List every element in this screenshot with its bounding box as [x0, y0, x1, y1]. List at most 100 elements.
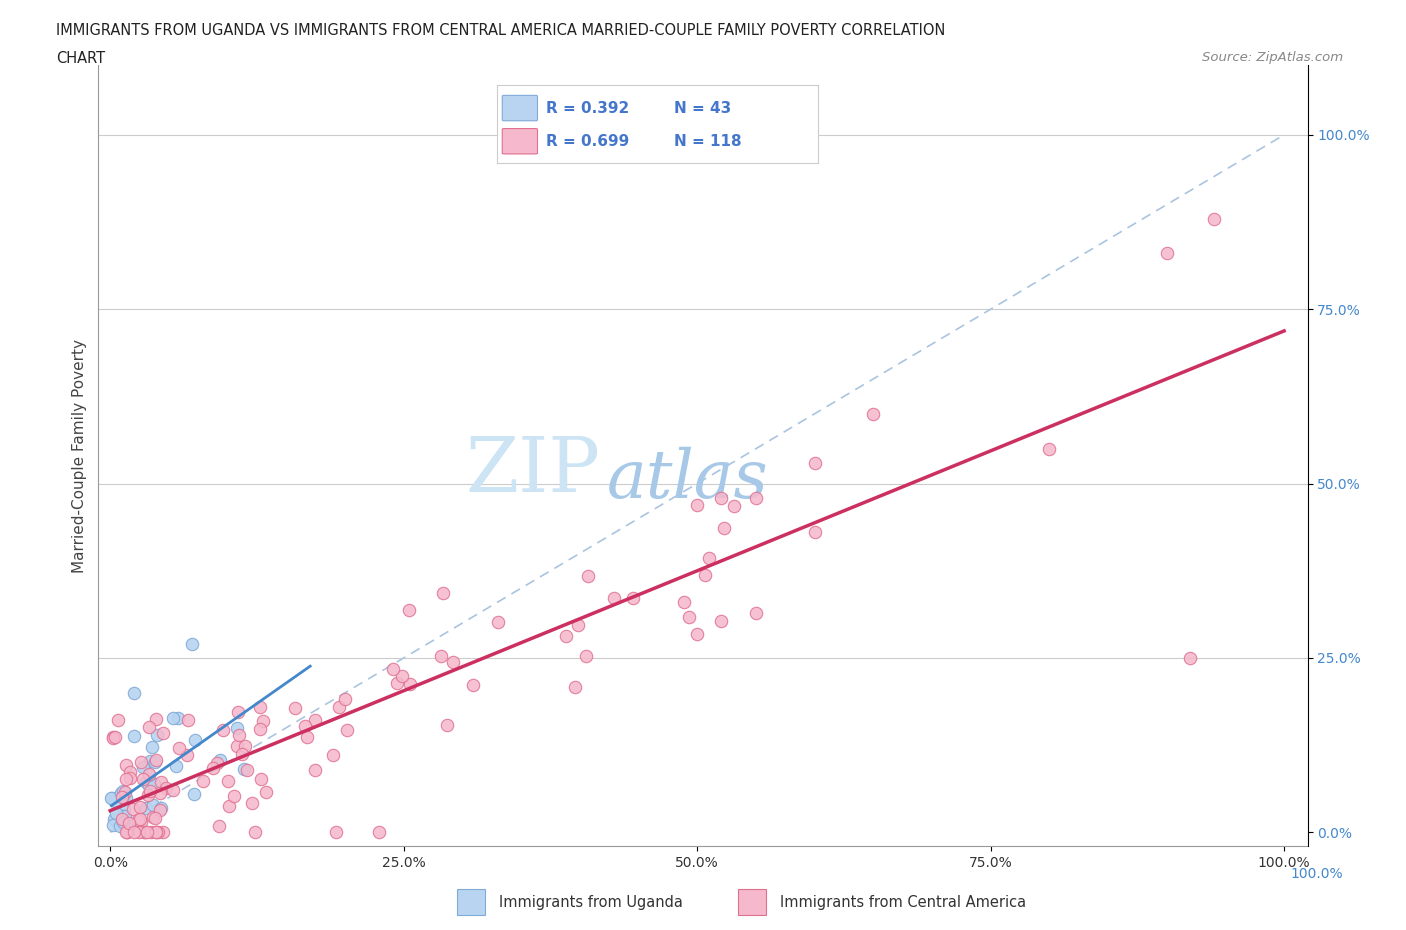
Point	[138, 720, 160, 735]
Point	[100, 790, 122, 805]
Point	[167, 711, 190, 725]
Point	[226, 738, 249, 753]
Point	[139, 754, 162, 769]
Point	[254, 784, 277, 799]
Point	[181, 637, 204, 652]
Point	[122, 685, 145, 700]
Point	[142, 809, 165, 824]
Point	[139, 825, 162, 840]
Point	[399, 676, 422, 691]
Point	[336, 723, 359, 737]
Point	[112, 789, 135, 804]
Point	[322, 747, 344, 762]
Text: ZIP: ZIP	[465, 434, 600, 509]
Point	[149, 803, 172, 817]
Point	[236, 762, 259, 777]
Point	[122, 728, 145, 743]
Point	[745, 605, 768, 620]
Point	[135, 774, 157, 789]
Point	[148, 825, 170, 840]
Point	[103, 813, 125, 828]
Point	[104, 793, 127, 808]
Point	[391, 669, 413, 684]
Text: Source: ZipAtlas.com: Source: ZipAtlas.com	[1202, 51, 1343, 64]
Point	[602, 591, 624, 605]
Point	[146, 727, 169, 742]
Point	[183, 786, 205, 801]
Point	[228, 727, 250, 742]
Point	[112, 802, 135, 817]
Point	[284, 700, 307, 715]
Point	[441, 654, 464, 669]
Point	[152, 725, 174, 740]
Point	[108, 818, 131, 833]
Point	[129, 755, 152, 770]
Point	[111, 811, 134, 826]
Point	[112, 784, 135, 799]
Point	[142, 797, 165, 812]
Point	[115, 825, 138, 840]
Point	[132, 759, 155, 774]
Point	[693, 567, 716, 582]
Point	[110, 786, 132, 801]
Point	[240, 796, 263, 811]
Point	[294, 719, 316, 734]
Point	[111, 808, 134, 823]
Point	[461, 677, 484, 692]
Point	[486, 615, 509, 630]
Point	[108, 810, 131, 825]
Point	[686, 497, 709, 512]
Point	[112, 815, 135, 830]
Point	[217, 774, 239, 789]
Point	[107, 713, 129, 728]
Point	[555, 629, 578, 644]
Point	[333, 691, 356, 706]
Point	[129, 812, 152, 827]
Point	[678, 610, 700, 625]
Point	[710, 614, 733, 629]
Point	[295, 729, 318, 744]
Point	[697, 551, 720, 565]
Point	[155, 780, 177, 795]
Point	[218, 799, 240, 814]
Point	[228, 704, 250, 719]
Point	[120, 764, 142, 779]
Point	[232, 762, 254, 777]
Point	[152, 825, 174, 840]
Point	[145, 825, 167, 840]
Point	[398, 603, 420, 618]
Point	[136, 825, 159, 840]
Point	[208, 818, 231, 833]
Point	[243, 825, 266, 840]
Point	[436, 718, 458, 733]
Point	[143, 810, 166, 825]
Point	[138, 768, 160, 783]
Point	[567, 618, 589, 632]
Point	[138, 778, 160, 793]
Point	[430, 648, 453, 663]
Point	[387, 676, 409, 691]
Point	[209, 752, 232, 767]
Point	[122, 825, 145, 840]
Point	[141, 739, 163, 754]
Point	[128, 825, 150, 840]
Point	[122, 802, 145, 817]
Point	[132, 771, 155, 786]
Point	[1202, 211, 1225, 226]
Point	[368, 825, 391, 840]
Point	[673, 594, 696, 609]
Point	[132, 825, 155, 840]
Point	[575, 648, 598, 663]
Point	[103, 730, 125, 745]
Point	[803, 455, 825, 470]
Point	[252, 713, 274, 728]
Point	[103, 730, 125, 745]
Point	[112, 788, 135, 803]
Point	[110, 790, 132, 804]
Bar	[457, 889, 485, 915]
Point	[114, 809, 136, 824]
Text: Immigrants from Uganda: Immigrants from Uganda	[499, 895, 683, 910]
Point	[723, 499, 745, 514]
Point	[128, 800, 150, 815]
Point	[621, 591, 644, 605]
